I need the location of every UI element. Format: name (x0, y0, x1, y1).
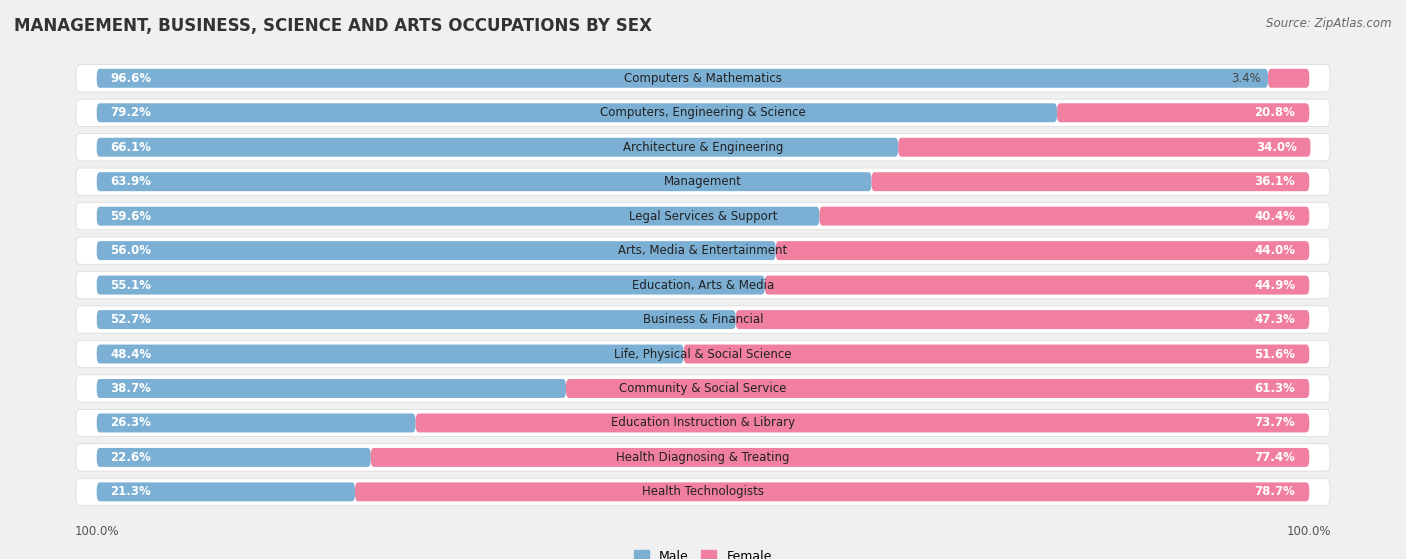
FancyBboxPatch shape (97, 103, 1057, 122)
Text: 36.1%: 36.1% (1254, 175, 1295, 188)
FancyBboxPatch shape (1057, 103, 1309, 122)
FancyBboxPatch shape (898, 138, 1310, 157)
FancyBboxPatch shape (683, 344, 1309, 363)
FancyBboxPatch shape (567, 379, 1309, 398)
FancyBboxPatch shape (97, 448, 371, 467)
FancyBboxPatch shape (76, 237, 1330, 264)
FancyBboxPatch shape (97, 207, 820, 226)
FancyBboxPatch shape (97, 172, 872, 191)
Text: Education, Arts & Media: Education, Arts & Media (631, 278, 775, 292)
Text: 44.0%: 44.0% (1254, 244, 1295, 257)
FancyBboxPatch shape (97, 276, 765, 295)
Text: 61.3%: 61.3% (1254, 382, 1295, 395)
Text: 26.3%: 26.3% (111, 416, 152, 429)
Text: 51.6%: 51.6% (1254, 348, 1295, 361)
FancyBboxPatch shape (97, 138, 898, 157)
Text: Business & Financial: Business & Financial (643, 313, 763, 326)
Text: 44.9%: 44.9% (1254, 278, 1295, 292)
Text: 38.7%: 38.7% (111, 382, 152, 395)
Text: 40.4%: 40.4% (1254, 210, 1295, 222)
FancyBboxPatch shape (76, 65, 1330, 92)
FancyBboxPatch shape (97, 482, 354, 501)
FancyBboxPatch shape (820, 207, 1309, 226)
Text: 78.7%: 78.7% (1254, 485, 1295, 499)
Text: MANAGEMENT, BUSINESS, SCIENCE AND ARTS OCCUPATIONS BY SEX: MANAGEMENT, BUSINESS, SCIENCE AND ARTS O… (14, 17, 652, 35)
Text: 21.3%: 21.3% (111, 485, 152, 499)
Text: 96.6%: 96.6% (111, 72, 152, 85)
Text: Community & Social Service: Community & Social Service (619, 382, 787, 395)
Text: Health Diagnosing & Treating: Health Diagnosing & Treating (616, 451, 790, 464)
FancyBboxPatch shape (1268, 69, 1309, 88)
Text: 77.4%: 77.4% (1254, 451, 1295, 464)
Text: Source: ZipAtlas.com: Source: ZipAtlas.com (1267, 17, 1392, 30)
Text: 3.4%: 3.4% (1232, 72, 1261, 85)
Text: Health Technologists: Health Technologists (643, 485, 763, 499)
Text: 79.2%: 79.2% (111, 106, 152, 119)
Text: 63.9%: 63.9% (111, 175, 152, 188)
Text: Architecture & Engineering: Architecture & Engineering (623, 141, 783, 154)
FancyBboxPatch shape (416, 414, 1309, 433)
FancyBboxPatch shape (76, 444, 1330, 471)
FancyBboxPatch shape (76, 340, 1330, 368)
Text: Computers & Mathematics: Computers & Mathematics (624, 72, 782, 85)
FancyBboxPatch shape (872, 172, 1309, 191)
FancyBboxPatch shape (735, 310, 1309, 329)
Text: 55.1%: 55.1% (111, 278, 152, 292)
FancyBboxPatch shape (97, 69, 1268, 88)
FancyBboxPatch shape (76, 168, 1330, 195)
FancyBboxPatch shape (76, 375, 1330, 402)
Text: 52.7%: 52.7% (111, 313, 152, 326)
FancyBboxPatch shape (97, 241, 776, 260)
Text: 73.7%: 73.7% (1254, 416, 1295, 429)
FancyBboxPatch shape (371, 448, 1309, 467)
Text: Computers, Engineering & Science: Computers, Engineering & Science (600, 106, 806, 119)
Text: 22.6%: 22.6% (111, 451, 152, 464)
FancyBboxPatch shape (97, 310, 735, 329)
FancyBboxPatch shape (76, 272, 1330, 299)
Text: 20.8%: 20.8% (1254, 106, 1295, 119)
Text: 56.0%: 56.0% (111, 244, 152, 257)
Text: Legal Services & Support: Legal Services & Support (628, 210, 778, 222)
FancyBboxPatch shape (354, 482, 1309, 501)
Text: Education Instruction & Library: Education Instruction & Library (612, 416, 794, 429)
FancyBboxPatch shape (97, 379, 567, 398)
FancyBboxPatch shape (76, 306, 1330, 333)
Text: 47.3%: 47.3% (1254, 313, 1295, 326)
Text: Arts, Media & Entertainment: Arts, Media & Entertainment (619, 244, 787, 257)
FancyBboxPatch shape (76, 134, 1330, 161)
FancyBboxPatch shape (776, 241, 1309, 260)
Legend: Male, Female: Male, Female (630, 544, 776, 559)
Text: Life, Physical & Social Science: Life, Physical & Social Science (614, 348, 792, 361)
Text: 66.1%: 66.1% (111, 141, 152, 154)
FancyBboxPatch shape (97, 414, 416, 433)
FancyBboxPatch shape (76, 479, 1330, 505)
FancyBboxPatch shape (765, 276, 1309, 295)
Text: 59.6%: 59.6% (111, 210, 152, 222)
FancyBboxPatch shape (97, 344, 683, 363)
Text: Management: Management (664, 175, 742, 188)
FancyBboxPatch shape (76, 202, 1330, 230)
Text: 34.0%: 34.0% (1256, 141, 1296, 154)
FancyBboxPatch shape (76, 99, 1330, 126)
Text: 48.4%: 48.4% (111, 348, 152, 361)
FancyBboxPatch shape (76, 409, 1330, 437)
